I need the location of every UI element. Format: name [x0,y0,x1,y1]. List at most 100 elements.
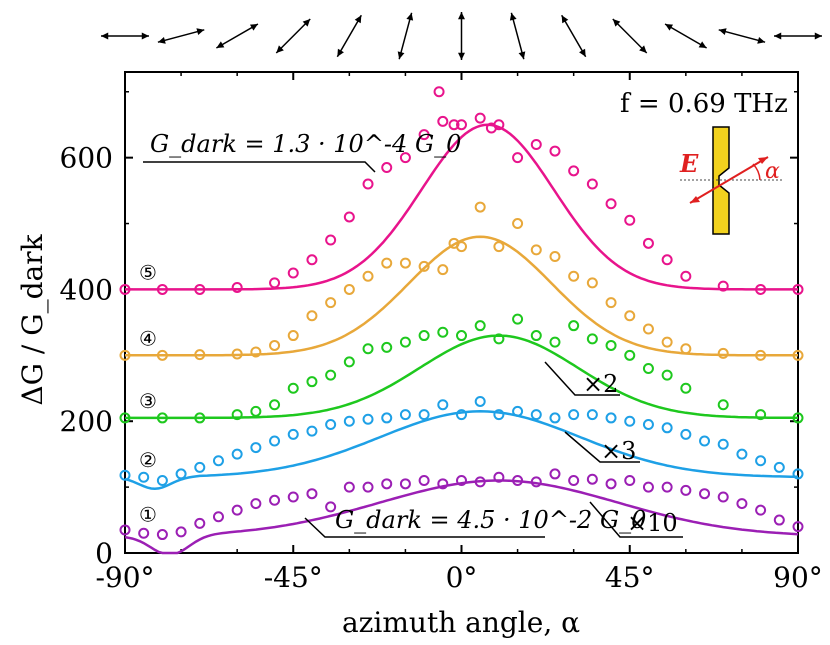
data-point [530,330,542,342]
gdark-top-label: G_dark = 1.3 · 10^-4 G_0 [150,130,461,158]
data-point [474,476,486,488]
data-point [418,129,430,141]
data-point [399,336,411,348]
data-point [343,356,355,368]
fit-curve [124,479,799,555]
y-axis-label: ΔG / G_dark [16,233,49,405]
data-point [624,475,636,487]
series-label: ③ [139,389,157,413]
fit-curve [125,334,799,420]
data-point [269,399,281,411]
data-point [568,475,580,487]
data-point [418,409,430,421]
data-point [194,461,206,473]
data-point [586,178,598,190]
data-point [456,119,467,131]
gdark-bottom-leader [304,517,545,538]
data-point [287,491,299,503]
fit-curve [124,410,799,490]
data-point [231,409,243,421]
alpha-arc [752,163,761,181]
data-point [512,405,524,417]
data-point [325,234,337,246]
data-point [306,425,318,437]
frequency-label: f = 0.69 THz [620,89,788,119]
data-point [156,412,168,424]
x-tick-label: -45° [264,561,323,594]
data-point [156,529,168,541]
data-point [362,178,374,190]
data-point [512,313,524,325]
data-point [680,428,692,440]
axis-ticks: -90° -45° 0° 45° 90° 0 200 400 600 [60,72,823,594]
x-tick-label: 90° [773,561,823,594]
data-point [605,412,617,424]
mult-1-leader [589,501,683,538]
mult-2-leader [564,431,640,463]
alpha-label: α [765,159,780,184]
arrow-45-icon [275,18,311,54]
data-point [119,469,131,481]
x-tick-label: -90° [95,561,154,594]
data-point [792,349,804,361]
x-tick-label: 45° [605,561,655,594]
data-point [362,481,374,493]
data-point [773,461,785,473]
arrow-60-icon [216,23,259,49]
data-point [399,478,411,490]
arrow+30-icon [561,14,587,58]
data-point [624,214,636,226]
data-point [381,257,393,269]
data-point [549,145,561,157]
data-point [474,201,486,213]
data-point [792,468,804,480]
data-point [231,504,243,516]
data-point [437,478,449,490]
data-point [755,283,767,295]
data-point [156,283,168,295]
data-point [755,455,767,467]
data-points [119,86,804,541]
data-point [605,478,617,490]
data-point [250,346,262,358]
data-point [586,277,598,289]
data-point [792,283,804,295]
data-point [717,438,729,450]
data-point [512,475,524,487]
data-point [287,330,299,342]
data-point [568,165,580,177]
data-point [586,333,598,345]
data-point [642,363,654,375]
data-point [493,333,505,345]
data-point [792,521,804,533]
data-point [568,409,580,421]
data-point [343,481,355,493]
mult-2-label: ×3 [601,437,636,465]
data-point [755,349,767,361]
data-point [448,119,460,131]
data-point [680,270,692,282]
data-point [549,250,561,262]
gdark-bottom-label: G_dark = 4.5 · 10^-2 G_0 [335,506,646,534]
data-point [493,409,505,421]
data-point [418,475,430,487]
arrow+15-icon [509,12,526,60]
data-point [624,415,636,427]
data-point [586,473,598,485]
data-point [474,320,486,332]
data-point [530,409,542,421]
data-point [605,297,617,309]
data-point [699,435,711,447]
data-point [717,347,729,359]
data-point [269,277,281,289]
data-point [343,211,355,223]
data-point [362,270,374,282]
antenna-inset: E α [679,126,782,235]
series-label: ① [139,502,157,526]
data-point [231,348,243,360]
data-point [437,264,449,276]
data-point [699,488,711,500]
data-point [269,435,281,447]
data-point [212,511,224,523]
